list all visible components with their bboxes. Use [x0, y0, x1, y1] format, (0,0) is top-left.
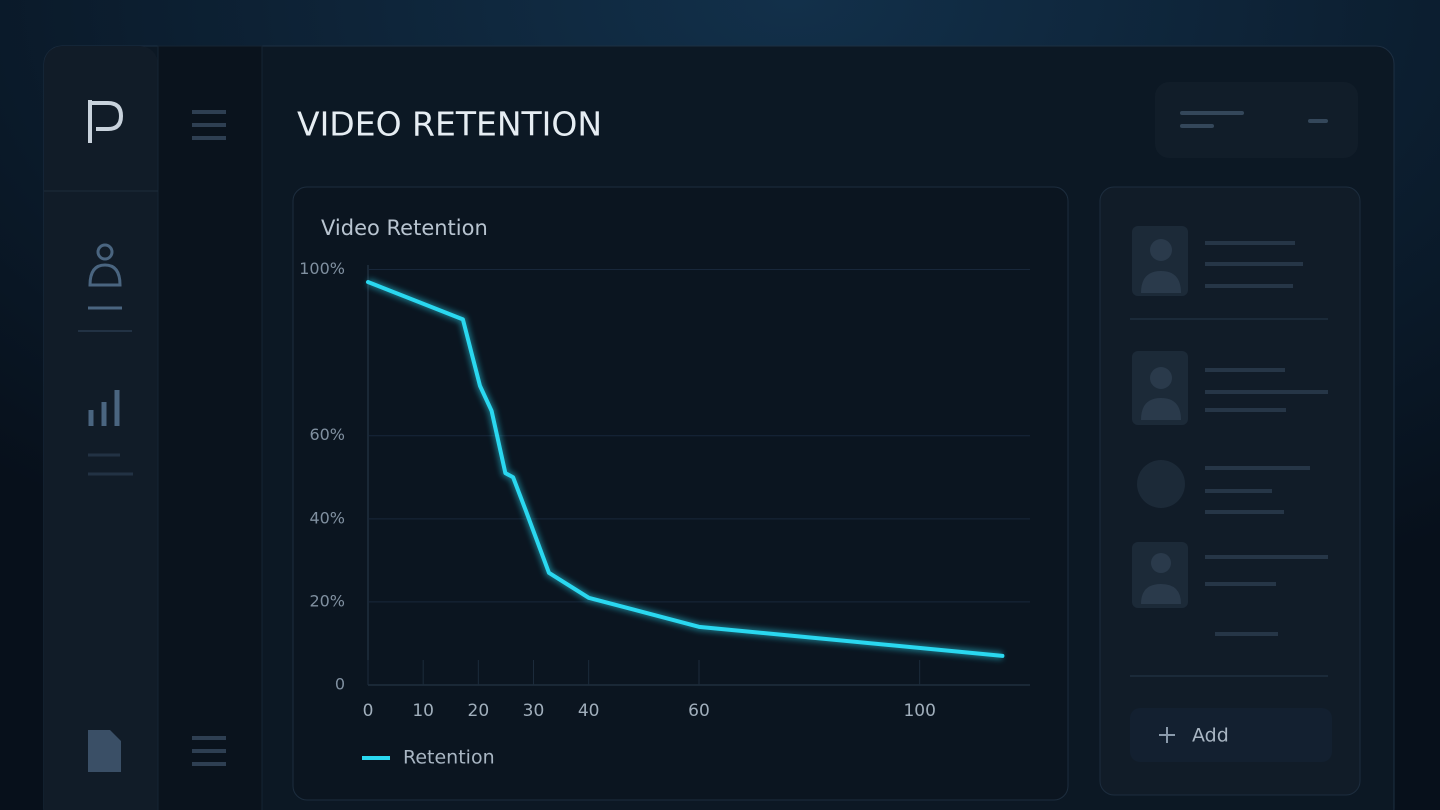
list-lines [1205, 241, 1328, 636]
stats-icon[interactable] [88, 390, 120, 426]
add-button-label: Add [1192, 725, 1229, 747]
icon-rail [44, 46, 158, 810]
plus-icon [1159, 727, 1175, 743]
y-tick-label: 40% [309, 508, 345, 527]
menu-icon [192, 736, 226, 766]
y-tick-label: 100% [299, 259, 345, 278]
user-icon[interactable] [88, 243, 122, 310]
top-widget[interactable] [1155, 82, 1358, 158]
menu-icon [192, 110, 226, 140]
chart-card [292, 186, 1069, 801]
y-tick-label: 60% [309, 425, 345, 444]
logo [88, 100, 124, 143]
placeholder-lines [88, 453, 133, 476]
avatars [1141, 239, 1181, 604]
file-icon[interactable] [88, 730, 121, 772]
legend-label: Retention [403, 747, 495, 769]
x-tick-label: 40 [578, 701, 600, 721]
nav-column [157, 45, 263, 810]
add-button[interactable] [1130, 708, 1332, 762]
x-tick-label: 60 [688, 701, 710, 721]
list-dividers [1130, 318, 1328, 677]
x-tick-label: 100 [903, 701, 935, 721]
x-tick-label: 30 [523, 701, 545, 721]
series-line [366, 280, 1005, 658]
x-tick-label: 20 [468, 701, 490, 721]
x-tick-label: 10 [412, 701, 434, 721]
y-tick-label: 20% [309, 591, 345, 610]
y-tick-label: 0 [335, 675, 345, 694]
chart-title: Video Retention [321, 216, 488, 240]
plot: 0 20% 40% 60% 100% 0 10 20 30 40 60 100 Retention [299, 259, 1030, 769]
x-tick-label: 0 [363, 701, 374, 721]
top-widget-lines [1180, 111, 1328, 128]
page-title: VIDEO RETENTION [297, 105, 602, 144]
